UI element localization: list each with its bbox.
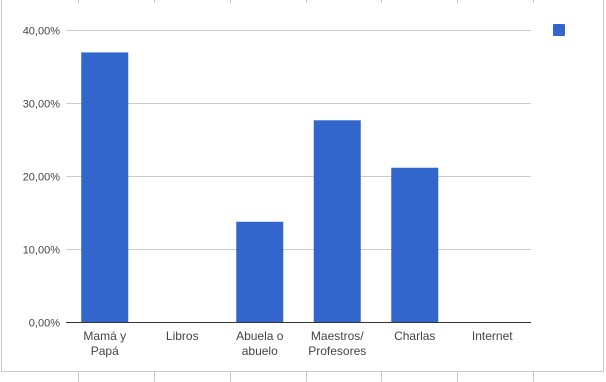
frame-tick-3 [230, 372, 231, 382]
x-category-label: Charlas [394, 329, 435, 343]
bars [81, 52, 439, 323]
x-category-label: Mamá y [83, 329, 126, 343]
y-tick-label: 20,00% [23, 172, 61, 184]
frame-tick-top-4 [306, 0, 307, 3]
x-category-label: Papá [91, 344, 119, 358]
y-tick-label: 0,00% [29, 318, 60, 330]
bar[interactable] [81, 52, 129, 323]
y-tick-label: 30,00% [23, 99, 61, 111]
bar[interactable] [313, 120, 361, 323]
x-category-label: Maestros/ [311, 329, 364, 343]
x-category-label: abuelo [242, 344, 278, 358]
y-tick-label: 40,00% [23, 26, 61, 38]
y-axis-ticks: 0,00% 10,00% 20,00% 30,00% 40,00% [23, 26, 61, 330]
x-category-label: Profesores [308, 344, 366, 358]
frame-tick-7 [533, 372, 534, 382]
x-category-label: Abuela o [236, 329, 284, 343]
frame-tick-top-6 [457, 0, 458, 3]
frame-tick-top-1 [78, 0, 79, 3]
bar[interactable] [391, 167, 439, 323]
x-category-label: Libros [166, 329, 199, 343]
frame-tick-6 [457, 372, 458, 382]
frame-tick-top-2 [154, 0, 155, 3]
frame-tick-top-7 [533, 0, 534, 3]
frame-tick-top-5 [381, 0, 382, 3]
frame-tick-top-3 [230, 0, 231, 3]
frame-tick-5 [381, 372, 382, 382]
y-tick-label: 10,00% [23, 245, 61, 257]
x-category-label: Internet [472, 329, 513, 343]
legend-swatch[interactable] [553, 24, 565, 36]
gridlines [66, 30, 531, 250]
bar[interactable] [236, 221, 284, 323]
frame-tick-2 [154, 372, 155, 382]
frame-tick-4 [306, 372, 307, 382]
frame-tick-1 [78, 372, 79, 382]
